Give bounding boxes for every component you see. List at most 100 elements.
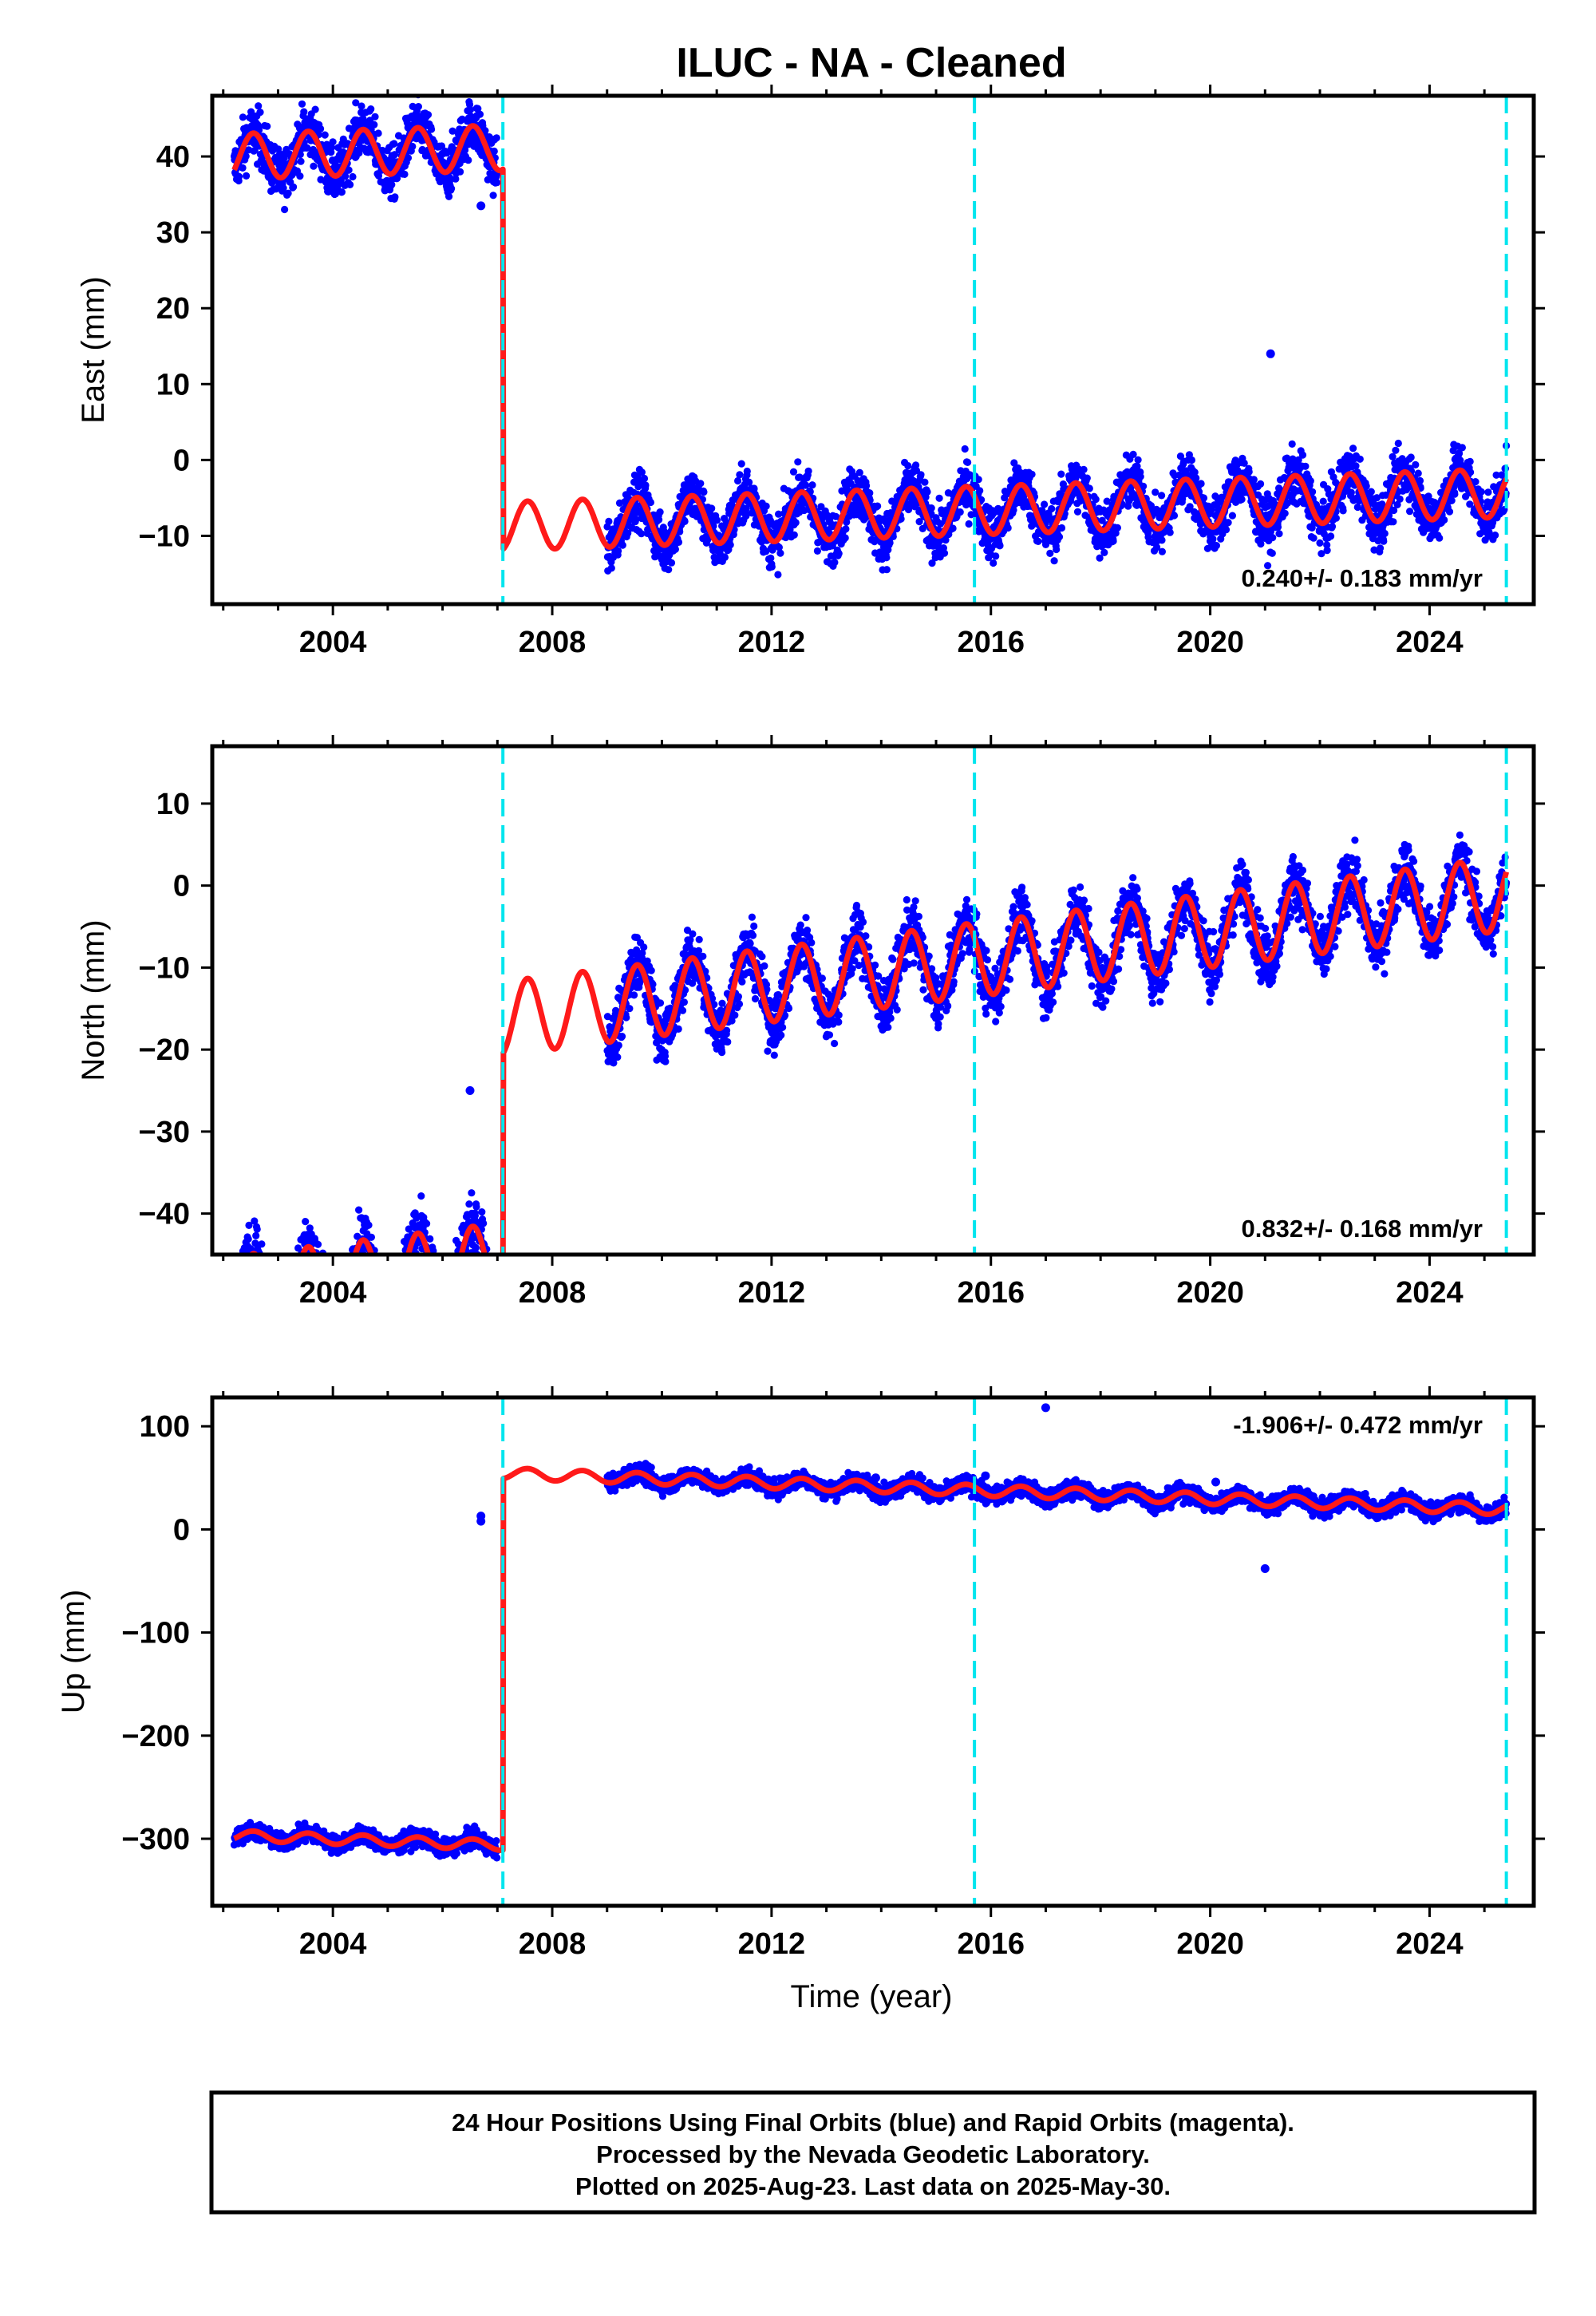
data-point: [439, 1311, 446, 1318]
data-point: [403, 1271, 410, 1278]
data-point: [1362, 482, 1370, 490]
data-point: [1339, 507, 1347, 515]
data-point: [296, 1263, 303, 1271]
data-point: [374, 172, 383, 180]
data-point: [427, 1263, 434, 1271]
data-point: [366, 1275, 373, 1282]
data-point: [961, 445, 969, 453]
data-point: [397, 1274, 404, 1281]
data-point: [446, 1306, 453, 1314]
data-point: [448, 184, 456, 192]
data-point: [256, 1275, 263, 1282]
data-point: [270, 1301, 277, 1308]
data-point: [373, 1279, 380, 1286]
data-point: [437, 1305, 444, 1312]
data-point: [411, 1256, 418, 1263]
data-point: [332, 1334, 339, 1342]
data-point: [484, 1283, 492, 1290]
data-point: [271, 1314, 279, 1321]
data-point: [241, 1293, 248, 1300]
data-point: [263, 1307, 271, 1314]
data-point: [390, 1310, 397, 1317]
data-point: [1306, 477, 1314, 485]
data-point: [493, 179, 501, 187]
data-point: [1053, 545, 1061, 554]
data-point: [296, 1259, 303, 1266]
x-tick-label: 2004: [299, 626, 367, 659]
data-point: [288, 1304, 295, 1311]
data-point: [289, 1313, 296, 1320]
velocity-rate-label: 0.240+/- 0.183 mm/yr: [1242, 564, 1483, 592]
data-point: [737, 460, 745, 468]
data-point: [1310, 534, 1317, 542]
data-point: [1080, 465, 1088, 474]
data-point: [487, 1290, 494, 1298]
data-point: [231, 1286, 239, 1293]
data-point: [279, 184, 287, 192]
data-point: [493, 1275, 500, 1282]
data-point: [259, 1258, 267, 1265]
data-point: [236, 1275, 243, 1282]
data-point: [438, 1282, 445, 1289]
data-point: [1046, 549, 1054, 558]
data-point: [382, 1301, 389, 1308]
data-point: [464, 156, 472, 164]
data-point: [273, 1313, 280, 1320]
data-point: [235, 1279, 242, 1286]
data-point: [326, 1310, 334, 1317]
data-point: [468, 1189, 476, 1197]
data-point: [449, 1281, 456, 1288]
data-point: [388, 180, 396, 188]
data-point: [466, 105, 475, 114]
data-point: [381, 1298, 388, 1306]
data-point: [246, 1259, 253, 1266]
data-point: [915, 518, 923, 526]
data-point: [290, 1268, 297, 1275]
data-point: [270, 1302, 277, 1310]
data-point: [239, 1308, 246, 1315]
data-point: [261, 1282, 268, 1290]
data-point: [1257, 480, 1265, 488]
data-point: [303, 144, 311, 152]
data-point: [1222, 526, 1231, 534]
panel-north: 2004 2008 2012 2016 2020 2024−40−30−20−10010N…: [76, 735, 1545, 1342]
data-point: [288, 1289, 295, 1296]
data-point: [1466, 457, 1474, 466]
data-point: [277, 1314, 284, 1322]
data-point: [1472, 478, 1479, 486]
data-point: [375, 1291, 382, 1298]
data-point: [322, 1267, 329, 1275]
data-point: [1109, 537, 1117, 545]
data-point: [310, 1267, 318, 1275]
data-point: [354, 1257, 361, 1264]
data-point: [433, 1291, 440, 1298]
data-point: [338, 1314, 345, 1322]
data-point: [387, 1294, 394, 1302]
data-point: [429, 1263, 437, 1271]
data-point: [432, 1263, 439, 1270]
data-point: [237, 1274, 244, 1281]
data-point: [370, 1279, 377, 1286]
data-point: [393, 1296, 400, 1303]
data-point: [243, 1262, 250, 1269]
data-point: [354, 1266, 361, 1273]
data-point: [271, 1333, 279, 1340]
data-point: [1113, 524, 1121, 532]
data-point: [638, 468, 646, 476]
data-point: [434, 1261, 441, 1268]
data-point: [379, 1284, 386, 1291]
data-point: [490, 1290, 497, 1297]
data-point: [326, 1316, 333, 1323]
x-tick-label: 2016: [957, 626, 1025, 659]
data-point: [397, 1283, 405, 1290]
data-point: [373, 1275, 381, 1282]
data-point: [418, 145, 426, 154]
data-point: [436, 1312, 443, 1319]
data-point: [282, 1318, 290, 1326]
data-point: [438, 1291, 445, 1298]
data-point: [396, 1320, 403, 1327]
data-point: [395, 1300, 402, 1307]
data-point: [238, 1298, 245, 1305]
data-point: [992, 552, 1000, 560]
data-point: [396, 1289, 403, 1296]
